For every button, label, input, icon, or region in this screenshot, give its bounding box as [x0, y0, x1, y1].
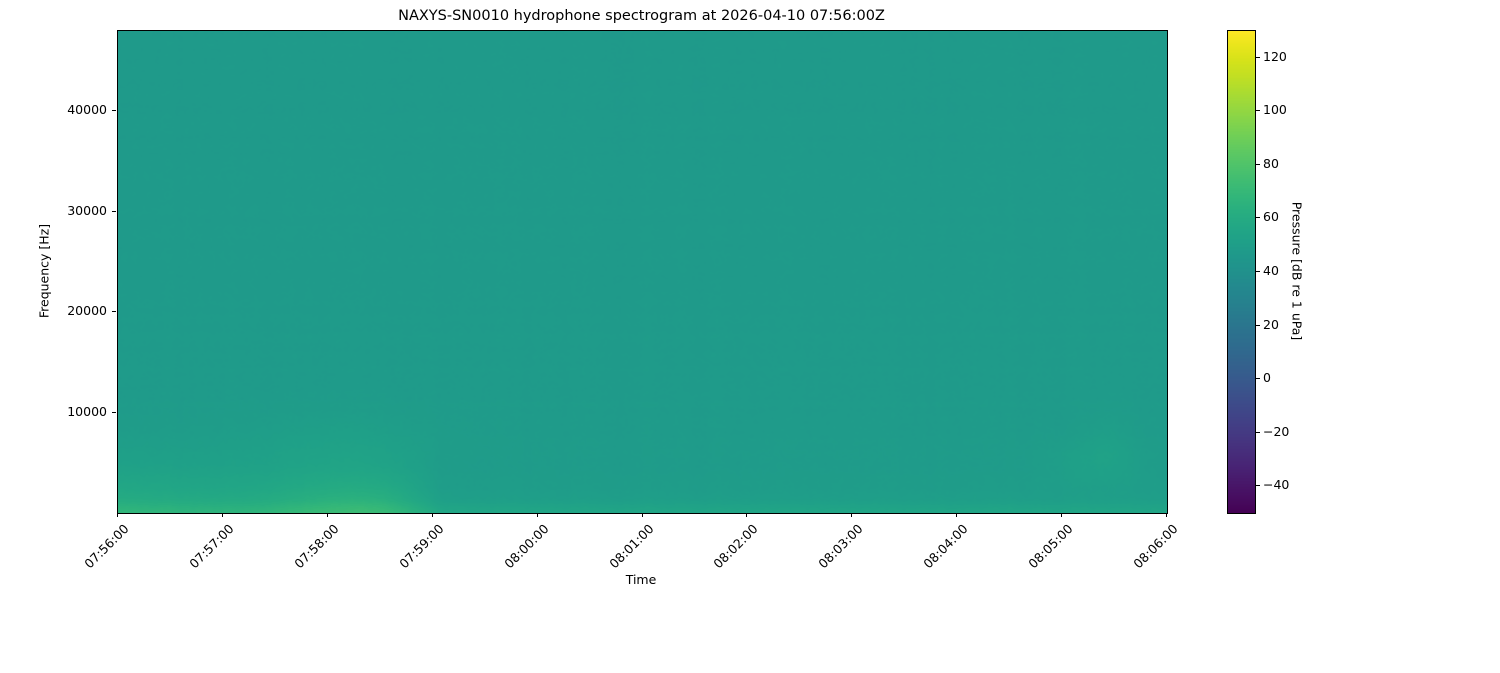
colorbar-tick-label: −40: [1263, 477, 1290, 493]
x-axis-tick-mark: [1166, 513, 1167, 517]
x-axis-label: Time: [625, 572, 657, 587]
colorbar-tick-mark: [1256, 57, 1260, 58]
spectrogram-plot-area[interactable]: [117, 30, 1168, 514]
x-axis-tick-mark: [1061, 513, 1062, 517]
x-axis-tick-mark: [956, 513, 957, 517]
y-axis-tick-mark: [112, 211, 116, 212]
colorbar-tick-label: 20: [1263, 316, 1279, 332]
colorbar[interactable]: [1227, 30, 1256, 514]
colorbar-tick-label: 80: [1263, 155, 1279, 171]
spectrogram-image: [118, 31, 1167, 513]
spectrogram-figure: NAXYS-SN0010 hydrophone spectrogram at 2…: [36, 8, 1305, 587]
x-axis-tick-mark: [327, 513, 328, 517]
colorbar-tick-label: 120: [1263, 48, 1287, 64]
x-axis-tick-mark: [537, 513, 538, 517]
colorbar-tick-mark: [1256, 325, 1260, 326]
page-title: NAXYS-SN0010 hydrophone spectrogram at 2…: [398, 8, 885, 24]
y-axis-tick-mark: [112, 110, 116, 111]
colorbar-label: Pressure [dB re 1 uPa]: [1289, 201, 1305, 341]
x-axis-tick-mark: [851, 513, 852, 517]
colorbar-tick-label: 40: [1263, 263, 1279, 278]
colorbar-tick-label: −20: [1263, 423, 1290, 439]
colorbar-tick-mark: [1256, 378, 1260, 379]
colorbar-gradient: [1228, 31, 1255, 513]
colorbar-tick-mark: [1256, 164, 1260, 165]
y-axis-tick-mark: [112, 311, 116, 312]
colorbar-tick-mark: [1256, 271, 1260, 272]
x-axis-tick-mark: [746, 513, 747, 517]
y-axis-tick-label: 20000: [67, 303, 107, 319]
y-axis-tick-label: 30000: [67, 202, 107, 218]
y-axis-tick-label: 10000: [67, 403, 107, 419]
colorbar-tick-label: 0: [1263, 370, 1271, 386]
x-axis-tick-mark: [222, 513, 223, 517]
y-axis-tick-label: 40000: [67, 102, 107, 118]
colorbar-tick-mark: [1256, 217, 1260, 218]
colorbar-tick-mark: [1256, 485, 1260, 486]
colorbar-tick-label: 60: [1263, 209, 1279, 225]
x-axis-tick-mark: [117, 513, 118, 517]
colorbar-tick-mark: [1256, 110, 1260, 111]
colorbar-tick-label: 100: [1263, 102, 1287, 118]
x-axis-tick-mark: [642, 513, 643, 517]
x-axis-tick-mark: [432, 513, 433, 517]
colorbar-tick-mark: [1256, 432, 1260, 433]
y-axis-tick-mark: [112, 412, 116, 413]
